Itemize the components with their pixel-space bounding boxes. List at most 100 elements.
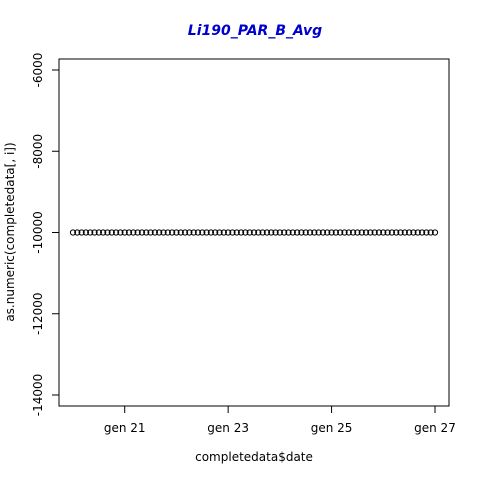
y-axis-label: as.numeric(completedata[, i]) [3,142,17,321]
data-point [384,229,391,236]
data-point [285,229,292,236]
data-point [375,229,383,236]
x-tick-label: gen 25 [311,421,353,435]
data-point [362,229,370,236]
data-point [143,229,150,236]
data-point [345,229,352,236]
data-point [186,229,193,236]
data-point [225,229,232,236]
data-point [78,229,85,236]
data-point [431,229,439,236]
data-points [69,229,439,236]
data-point [151,229,158,236]
data-point [354,229,361,236]
data-point [332,229,339,236]
data-point [250,229,258,236]
data-point [130,229,137,236]
data-point [406,229,413,236]
data-point [95,229,102,236]
data-point [108,229,115,236]
x-tick-label: gen 23 [207,421,249,435]
data-point [169,229,176,236]
data-point [427,229,434,236]
data-point [410,229,417,236]
data-point [324,229,331,236]
data-point [177,229,184,236]
data-point [350,229,357,236]
data-point [276,229,283,236]
data-point [100,229,107,236]
data-point [87,229,94,236]
data-point [263,229,271,236]
data-point [272,229,279,236]
data-point [388,229,396,236]
data-point [306,229,314,236]
data-point [311,229,318,236]
data-point [397,229,404,236]
data-point [255,229,262,236]
data-point [418,229,426,236]
x-tick-label: gen 27 [414,421,456,435]
data-point [298,229,305,236]
y-tick-label: -6000 [31,53,45,88]
data-point [160,229,167,236]
data-point [423,229,430,236]
data-point [104,229,111,236]
data-point [414,229,421,236]
data-point [138,229,146,236]
y-tick-label: -14000 [31,374,45,417]
data-point [212,229,219,236]
data-point [242,229,249,236]
data-point [125,229,133,236]
data-point [293,229,301,236]
y-axis: -14000 -12000 -10000 -8000 -6000 [31,53,59,417]
data-point [401,229,408,236]
y-tick-label: -12000 [31,292,45,335]
data-point [82,229,90,236]
data-point [121,229,128,236]
data-point [233,229,240,236]
data-point [281,229,288,236]
data-point [246,229,253,236]
data-point [302,229,309,236]
x-axis: gen 21 gen 23 gen 25 gen 27 [104,406,456,435]
data-point [203,229,210,236]
data-point [74,229,81,236]
data-point [337,229,344,236]
x-axis-label: completedata$date [195,450,313,464]
data-point [207,229,215,236]
x-tick-label: gen 21 [104,421,146,435]
data-point [190,229,197,236]
data-point [69,229,77,236]
data-point [147,229,154,236]
data-point [117,229,124,236]
data-point [173,229,180,236]
data-point [268,229,275,236]
data-point [289,229,296,236]
data-point [380,229,387,236]
data-point [199,229,206,236]
y-tick-label: -10000 [31,211,45,254]
data-point [220,229,227,236]
data-point [229,229,236,236]
data-point [371,229,378,236]
data-point [164,229,171,236]
data-point [112,229,120,236]
data-point [237,229,245,236]
data-point [367,229,374,236]
data-point [134,229,141,236]
data-point [358,229,365,236]
data-point [341,229,348,236]
data-point [194,229,202,236]
data-point [259,229,266,236]
data-point [319,229,327,236]
data-point [181,229,189,236]
data-point [393,229,400,236]
data-point [156,229,163,236]
data-point [328,229,335,236]
data-point [216,229,223,236]
y-tick-label: -8000 [31,134,45,169]
data-point [91,229,98,236]
data-point [315,229,322,236]
